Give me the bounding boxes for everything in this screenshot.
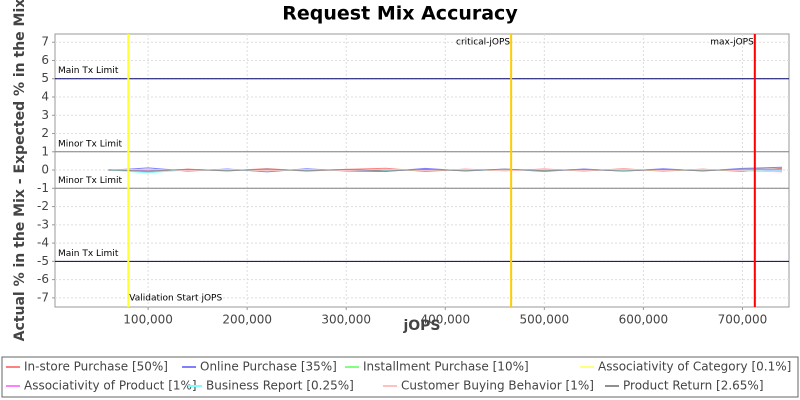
- limit-label: Main Tx Limit: [58, 249, 119, 259]
- x-tick-label: 300,000: [321, 313, 371, 327]
- legend-label: In-store Purchase [50%]: [24, 360, 168, 374]
- legend-label: Product Return [2.65%]: [623, 379, 764, 393]
- y-tick-label: 6: [41, 53, 49, 67]
- marker-label: Validation Start jOPS: [129, 294, 222, 304]
- x-tick-label: 400,000: [420, 313, 470, 327]
- chart-title: Request Mix Accuracy: [282, 3, 518, 25]
- legend-label: Online Purchase [35%]: [200, 360, 337, 374]
- legend-label: Installment Purchase [10%]: [363, 360, 529, 374]
- y-tick-label: 4: [41, 90, 49, 104]
- marker-label: max-jOPS: [710, 38, 754, 48]
- y-tick-label: -2: [37, 199, 49, 213]
- y-tick-label: 1: [41, 144, 49, 158]
- y-axis-label: Actual % in the Mix - Expected % in the …: [12, 0, 28, 341]
- y-tick-label: -4: [37, 236, 49, 250]
- y-tick-label: -3: [37, 217, 49, 231]
- y-tick-label: -1: [37, 181, 49, 195]
- x-tick-label: 500,000: [520, 313, 570, 327]
- y-tick-label: -7: [37, 290, 49, 304]
- legend-label: Customer Buying Behavior [1%]: [401, 379, 594, 393]
- x-tick-label: 200,000: [222, 313, 272, 327]
- y-tick-label: 2: [41, 126, 49, 140]
- y-tick-label: -6: [37, 272, 49, 286]
- series-line: [108, 168, 783, 172]
- y-tick-label: -5: [37, 254, 49, 268]
- marker-label: critical-jOPS: [456, 38, 510, 48]
- legend-label: Business Report [0.25%]: [206, 379, 354, 393]
- x-tick-label: 600,000: [619, 313, 669, 327]
- y-tick-label: 3: [41, 108, 49, 122]
- y-tick-label: 7: [41, 35, 49, 49]
- legend-label: Associativity of Category [0.1%]: [598, 360, 791, 374]
- legend-label: Associativity of Product [1%]: [24, 379, 197, 393]
- legend-box: [1, 356, 799, 398]
- x-axis-label: jOPS: [402, 318, 440, 334]
- x-tick-label: 700,000: [718, 313, 768, 327]
- y-tick-label: 5: [41, 71, 49, 85]
- limit-label: Minor Tx Limit: [58, 176, 123, 186]
- y-tick-label: 0: [41, 163, 49, 177]
- limit-label: Minor Tx Limit: [58, 139, 123, 149]
- x-tick-label: 100,000: [123, 313, 173, 327]
- limit-label: Main Tx Limit: [58, 66, 119, 76]
